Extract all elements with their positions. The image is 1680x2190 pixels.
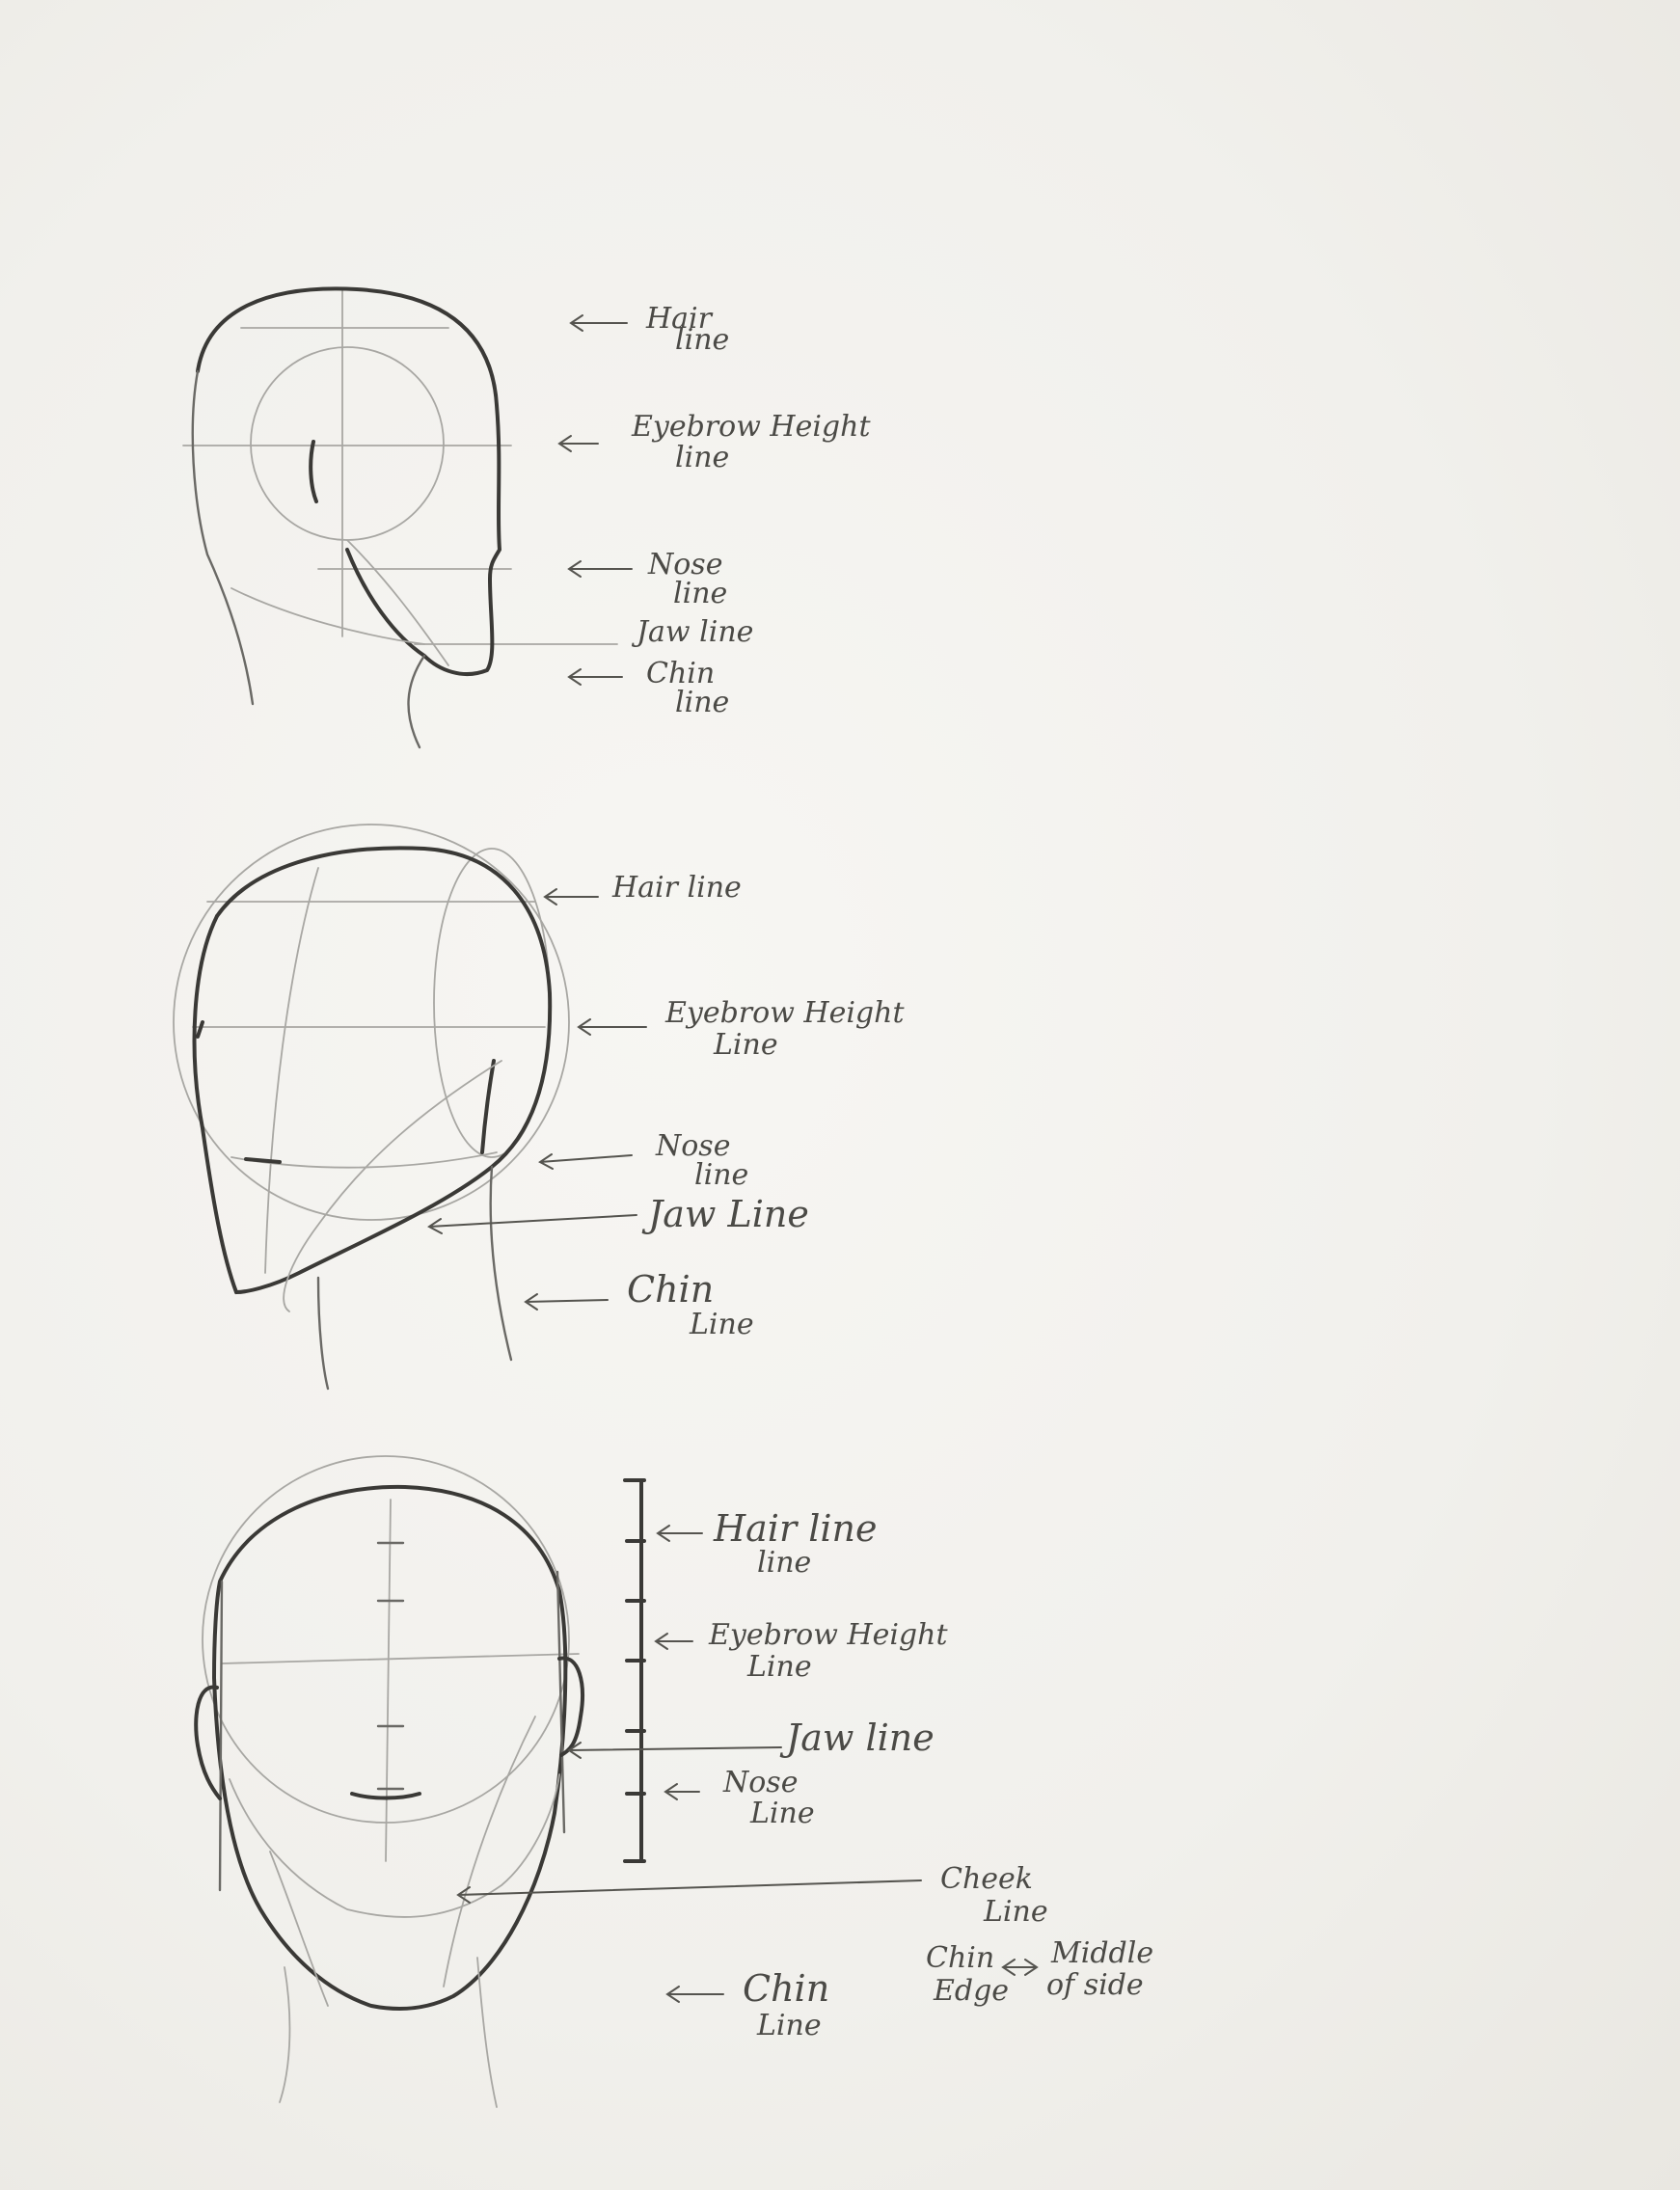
front-chin-label-1: Chin bbox=[743, 1967, 829, 2010]
front-nose-arrow bbox=[664, 1783, 700, 1800]
chin-edge-middle-double-arrow bbox=[1001, 1959, 1039, 1976]
tq-jaw-label: Jaw Line bbox=[641, 1193, 809, 1235]
chin-edge-label-1: Chin bbox=[926, 1941, 994, 1975]
side-jaw-construction bbox=[346, 539, 449, 666]
cranium-guide-circle bbox=[250, 346, 445, 541]
middle-of-side-label-1: Middle bbox=[1050, 1936, 1153, 1970]
front-jaw-construction bbox=[229, 1773, 560, 1918]
side-chin-label-1: Chin bbox=[646, 657, 715, 690]
tq-chin-label-1: Chin bbox=[627, 1268, 714, 1311]
front-chin-label-2: Line bbox=[756, 2009, 822, 2042]
tq-jaw-construction bbox=[283, 1060, 502, 1312]
tq-arrows bbox=[427, 888, 647, 1311]
tq-neck-front bbox=[316, 1276, 330, 1391]
tq-labels: Hair line Eyebrow Height Line Nose line … bbox=[611, 871, 905, 1341]
middle-of-side-label-2: of side bbox=[1046, 1968, 1144, 2002]
front-measure-scale bbox=[623, 1478, 646, 1863]
side-view-arrows bbox=[557, 314, 633, 686]
tq-eyebrow-arrow bbox=[577, 1018, 647, 1036]
front-head-outline bbox=[212, 1484, 568, 2011]
front-cranium-guide-circle bbox=[202, 1455, 570, 1824]
tq-nose-label-1: Nose bbox=[655, 1129, 730, 1163]
tq-head-outline-left bbox=[192, 914, 238, 1294]
side-chin-label-2: line bbox=[675, 686, 729, 719]
front-left-ear bbox=[194, 1685, 222, 1800]
front-eyebrow-label-2: Line bbox=[746, 1650, 812, 1684]
front-right-side-plane bbox=[555, 1570, 566, 1834]
side-eyebrow-label-2: line bbox=[675, 441, 729, 474]
chin-edge-label-2: Edge bbox=[933, 1974, 1009, 2008]
front-nose-mark bbox=[350, 1792, 421, 1800]
tq-hair-arrow bbox=[543, 888, 599, 906]
side-eyebrow-arrow bbox=[557, 435, 599, 452]
measure-scale-ticks bbox=[623, 1478, 646, 1863]
front-left-cheek-line bbox=[269, 1851, 329, 2007]
front-jaw-label: Jaw line bbox=[779, 1717, 935, 1759]
front-nose-label-2: Line bbox=[749, 1797, 815, 1830]
tq-jaw-arrow bbox=[427, 1214, 637, 1234]
side-eyebrow-label-1: Eyebrow Height bbox=[631, 410, 871, 444]
three-quarter-view-head bbox=[173, 824, 570, 1391]
side-hair-arrow bbox=[569, 314, 628, 332]
side-head-outline bbox=[196, 286, 501, 676]
side-view-labels: Hair line Eyebrow Height line Nose line … bbox=[631, 302, 871, 719]
tq-chin-arrow bbox=[524, 1293, 609, 1311]
front-view-head bbox=[194, 1455, 584, 2108]
front-center-ticks bbox=[376, 1541, 405, 1791]
front-left-side-plane bbox=[218, 1580, 224, 1892]
tq-chin-label-2: Line bbox=[689, 1308, 754, 1341]
front-jaw-arrow bbox=[567, 1742, 782, 1759]
front-hair-arrow bbox=[656, 1525, 703, 1542]
tq-nose-label-2: line bbox=[694, 1158, 748, 1192]
front-neck-left bbox=[279, 1966, 291, 2103]
side-view-head bbox=[182, 286, 618, 749]
front-eyebrow-label-1: Eyebrow Height bbox=[708, 1618, 948, 1652]
side-hair-label-2: line bbox=[675, 323, 729, 357]
side-jaw-under bbox=[230, 587, 425, 645]
front-right-cheek-line bbox=[443, 1716, 536, 1987]
tq-eyebrow-label-2: Line bbox=[713, 1028, 778, 1062]
tq-brow-mark bbox=[244, 1157, 282, 1164]
tq-head-outline-right bbox=[215, 846, 553, 1294]
tq-hair-label: Hair line bbox=[611, 871, 742, 905]
side-nose-arrow bbox=[567, 560, 633, 578]
side-hair-label-1: Hair bbox=[645, 302, 714, 336]
side-jaw-label: Jaw line bbox=[631, 615, 753, 649]
front-cheek-arrow bbox=[456, 1879, 922, 1904]
front-eyebrow-arrow bbox=[654, 1633, 693, 1650]
front-arrows bbox=[456, 1525, 1039, 2003]
front-eyebrow-guide-line bbox=[221, 1653, 580, 1664]
side-neck-front bbox=[407, 654, 426, 749]
tq-nose-arrow bbox=[538, 1153, 633, 1170]
front-cheek-label-1: Cheek bbox=[940, 1862, 1033, 1896]
front-nose-label-1: Nose bbox=[722, 1766, 798, 1799]
side-back-of-head bbox=[191, 369, 255, 706]
front-cheek-label-2: Line bbox=[983, 1895, 1048, 1929]
tq-neck-back bbox=[489, 1165, 513, 1362]
tq-ear-mark bbox=[480, 1059, 496, 1154]
side-nose-label-2: line bbox=[673, 577, 727, 610]
tq-eyebrow-label-1: Eyebrow Height bbox=[664, 996, 905, 1030]
tq-cranium-guide-circle bbox=[173, 824, 570, 1221]
side-ear-mark bbox=[309, 440, 318, 503]
side-nose-label-1: Nose bbox=[647, 548, 722, 581]
side-chin-arrow bbox=[567, 668, 623, 686]
front-hair-label-1: Hair line bbox=[713, 1507, 877, 1550]
tq-temple-mark bbox=[196, 1020, 204, 1039]
tq-center-guide-line bbox=[264, 867, 319, 1274]
front-neck-right bbox=[476, 1957, 498, 2108]
front-center-line bbox=[385, 1499, 392, 1862]
front-hair-label-2: line bbox=[757, 1546, 811, 1580]
front-chin-arrow bbox=[665, 1986, 724, 2003]
front-labels: Hair line line Eyebrow Height Line Jaw l… bbox=[708, 1507, 1153, 2042]
